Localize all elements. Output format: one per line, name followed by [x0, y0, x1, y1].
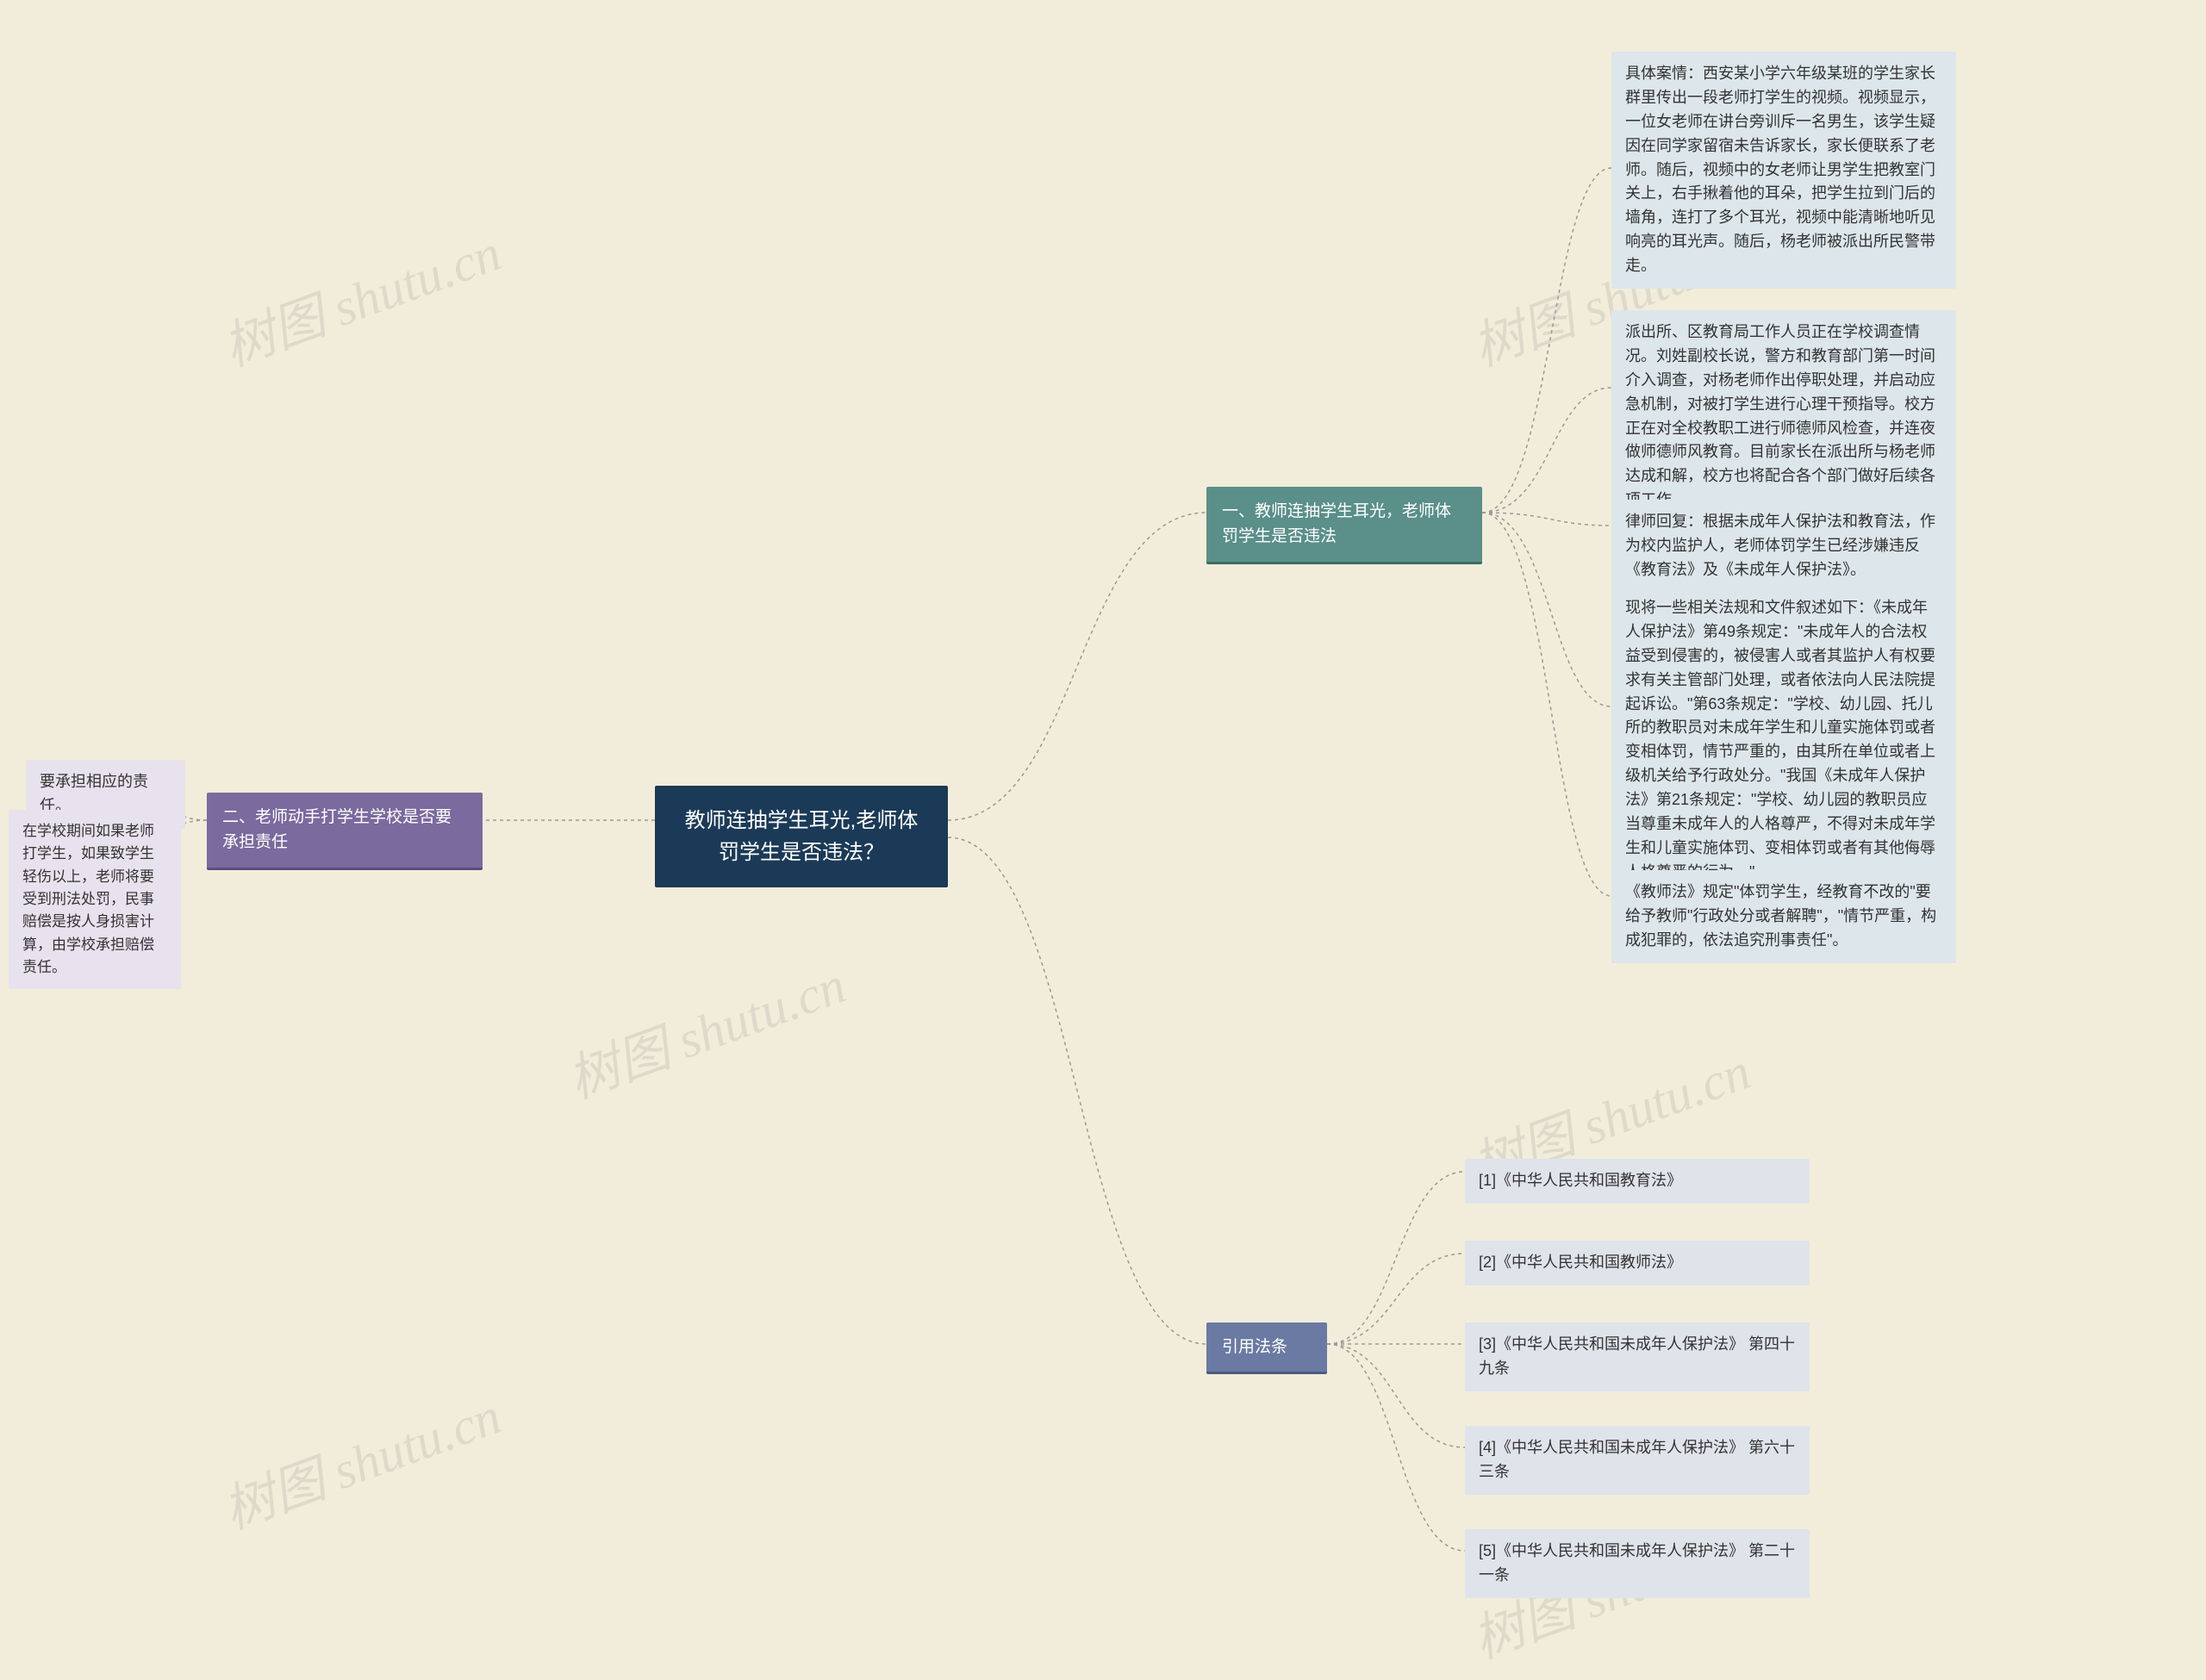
- branch-2-label: 二、老师动手打学生学校是否要承担责任: [222, 808, 452, 851]
- branch3-leaf-0: [1]《中华人民共和国教育法》: [1465, 1159, 1810, 1204]
- root-node[interactable]: 教师连抽学生耳光,老师体 罚学生是否违法？: [655, 786, 948, 887]
- branch2-leaf-0-text: 要承担相应的责任。: [40, 773, 148, 814]
- branch3-leaf-4: [5]《中华人民共和国未成年人保护法》 第二十一条: [1465, 1529, 1810, 1598]
- branch-3[interactable]: 引用法条: [1206, 1322, 1327, 1374]
- watermark: 树图 shutu.cn: [211, 211, 509, 381]
- branch-1-label: 一、教师连抽学生耳光，老师体罚学生是否违法: [1222, 502, 1451, 545]
- root-title-line2: 罚学生是否违法？: [719, 841, 884, 864]
- branch3-leaf-4-text: [5]《中华人民共和国未成年人保护法》 第二十一条: [1479, 1542, 1795, 1584]
- branch1-leaf-0: 具体案情：西安某小学六年级某班的学生家长群里传出一段老师打学生的视频。视频显示，…: [1611, 52, 1956, 289]
- branch1-leaf-4: 《教师法》规定"体罚学生，经教育不改的"要给予教师"行政处分或者解聘"，"情节严…: [1611, 870, 1956, 963]
- branch2-leaf-1: 在学校期间如果老师打学生，如果致学生轻伤以上，老师将要受到刑法处罚，民事赔偿是按…: [9, 810, 181, 989]
- branch1-leaf-3-text: 现将一些相关法规和文件叙述如下：《未成年人保护法》第49条规定："未成年人的合法…: [1625, 599, 1935, 880]
- branch3-leaf-3-text: [4]《中华人民共和国未成年人保护法》 第六十三条: [1479, 1439, 1795, 1480]
- branch1-leaf-2-text: 律师回复：根据未成年人保护法和教育法，作为校内监护人，老师体罚学生已经涉嫌违反《…: [1625, 513, 1935, 578]
- root-title-line1: 教师连抽学生耳光,老师体: [685, 809, 919, 832]
- branch1-leaf-2: 律师回复：根据未成年人保护法和教育法，作为校内监护人，老师体罚学生已经涉嫌违反《…: [1611, 500, 1956, 593]
- branch3-leaf-1-text: [2]《中华人民共和国教师法》: [1479, 1254, 1682, 1271]
- branch-2[interactable]: 二、老师动手打学生学校是否要承担责任: [207, 793, 483, 870]
- branch-3-label: 引用法条: [1222, 1338, 1287, 1356]
- branch2-leaf-1-text: 在学校期间如果老师打学生，如果致学生轻伤以上，老师将要受到刑法处罚，民事赔偿是按…: [22, 823, 154, 975]
- branch1-leaf-1-text: 派出所、区教育局工作人员正在学校调查情况。刘姓副校长说，警方和教育部门第一时间介…: [1625, 323, 1935, 508]
- branch3-leaf-2: [3]《中华人民共和国未成年人保护法》 第四十九条: [1465, 1322, 1810, 1391]
- branch1-leaf-0-text: 具体案情：西安某小学六年级某班的学生家长群里传出一段老师打学生的视频。视频显示，…: [1625, 65, 1935, 274]
- branch3-leaf-1: [2]《中华人民共和国教师法》: [1465, 1241, 1810, 1285]
- branch1-leaf-4-text: 《教师法》规定"体罚学生，经教育不改的"要给予教师"行政处分或者解聘"，"情节严…: [1625, 883, 1936, 949]
- watermark: 树图 shutu.cn: [556, 943, 854, 1113]
- branch1-leaf-1: 派出所、区教育局工作人员正在学校调查情况。刘姓副校长说，警方和教育部门第一时间介…: [1611, 310, 1956, 523]
- branch1-leaf-3: 现将一些相关法规和文件叙述如下：《未成年人保护法》第49条规定："未成年人的合法…: [1611, 586, 1956, 895]
- branch-1[interactable]: 一、教师连抽学生耳光，老师体罚学生是否违法: [1206, 487, 1482, 564]
- branch3-leaf-3: [4]《中华人民共和国未成年人保护法》 第六十三条: [1465, 1426, 1810, 1495]
- branch3-leaf-2-text: [3]《中华人民共和国未成年人保护法》 第四十九条: [1479, 1335, 1795, 1377]
- branch3-leaf-0-text: [1]《中华人民共和国教育法》: [1479, 1172, 1682, 1189]
- watermark: 树图 shutu.cn: [211, 1374, 509, 1544]
